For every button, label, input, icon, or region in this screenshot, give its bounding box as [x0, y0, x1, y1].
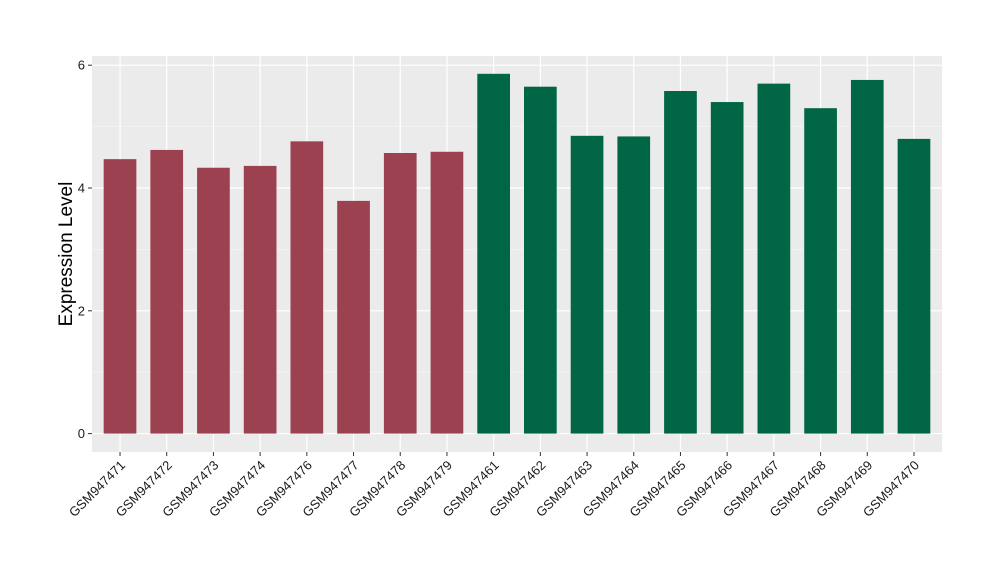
bar-GSM947461 [477, 73, 510, 434]
bar-GSM947464 [617, 136, 651, 434]
bar-GSM947470 [897, 138, 931, 434]
bar-GSM947463 [570, 135, 604, 434]
y-tick-label: 6 [78, 58, 85, 73]
bar-GSM947474 [243, 165, 277, 434]
bar-GSM947468 [804, 108, 837, 434]
plot-panel [92, 56, 942, 452]
bar-GSM947472 [150, 149, 184, 434]
bar-GSM947462 [524, 86, 557, 434]
bar-GSM947469 [850, 79, 884, 434]
bar-GSM947471 [103, 159, 137, 434]
bar-GSM947465 [664, 90, 697, 434]
bars [103, 73, 931, 434]
y-tick-label: 2 [78, 303, 85, 318]
bar-GSM947478 [383, 153, 417, 434]
y-tick-label: 0 [78, 426, 85, 441]
bar-GSM947473 [197, 167, 230, 434]
y-tick-label: 4 [78, 181, 85, 196]
bar-GSM947479 [430, 151, 464, 434]
bar-GSM947477 [337, 200, 370, 434]
y-axis-title: Expression Level [56, 182, 77, 327]
y-axis: 0 2 4 6 [78, 58, 92, 441]
bar-GSM947476 [290, 141, 324, 434]
x-axis: GSM947471GSM947472GSM947473GSM947474GSM9… [66, 452, 922, 520]
bar-GSM947467 [757, 83, 791, 434]
bar-GSM947466 [710, 102, 744, 434]
